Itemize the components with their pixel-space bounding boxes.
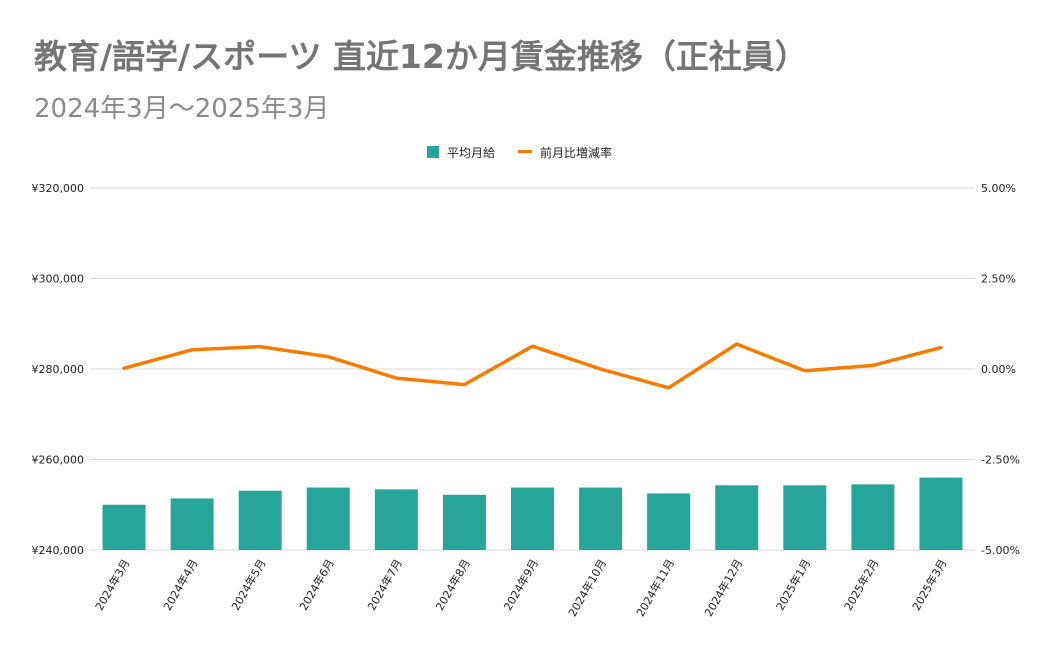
- bar: [647, 493, 691, 550]
- x-tick-label: 2025年3月: [909, 557, 950, 613]
- y-right-tick-label: -5.00%: [981, 544, 1020, 557]
- x-tick-label: 2024年8月: [432, 557, 473, 613]
- line-series: [122, 342, 943, 390]
- y-axis-right: -5.00% -2.50% 0.00% 2.50% 5.00%: [981, 182, 1020, 557]
- bar: [851, 484, 895, 550]
- bar: [579, 487, 623, 550]
- chart-title: 教育/語学/スポーツ 直近12か月賃金推移（正社員）: [34, 37, 808, 76]
- y-right-tick-label: 2.50%: [981, 273, 1016, 286]
- x-tick-label: 2024年5月: [228, 557, 269, 613]
- y-right-tick-label: 0.00%: [981, 363, 1016, 376]
- y-left-tick-label: ¥280,000: [32, 363, 85, 376]
- y-right-tick-label: 5.00%: [981, 182, 1016, 195]
- legend: 平均月給 前月比増減率: [427, 145, 612, 160]
- bar: [511, 487, 554, 550]
- legend-label-bar: 平均月給: [447, 146, 495, 160]
- x-tick-label: 2025年2月: [841, 557, 882, 613]
- bar: [170, 498, 214, 550]
- bar-series: [102, 477, 963, 550]
- legend-label-line: 前月比増減率: [540, 145, 612, 160]
- x-tick-label: 2024年4月: [160, 557, 201, 613]
- x-axis: 2024年3月 2024年4月 2024年5月 2024年6月 2024年7月 2024年…: [92, 557, 950, 619]
- bar: [374, 489, 418, 550]
- bar: [715, 485, 759, 550]
- y-left-tick-label: ¥320,000: [32, 182, 85, 195]
- y-right-tick-label: -2.50%: [981, 454, 1020, 467]
- x-tick-label: 2024年9月: [500, 557, 541, 613]
- y-left-tick-label: ¥300,000: [32, 273, 85, 286]
- x-tick-label: 2024年3月: [92, 557, 133, 613]
- bar: [306, 487, 350, 550]
- bar: [919, 477, 963, 550]
- y-left-tick-label: ¥240,000: [32, 544, 85, 557]
- bar: [102, 504, 146, 550]
- x-tick-label: 2024年10月: [565, 557, 609, 619]
- x-tick-label: 2024年12月: [701, 557, 745, 619]
- x-tick-label: 2025年1月: [773, 557, 814, 613]
- bar: [238, 490, 282, 550]
- chart-subtitle: 2024年3月～2025年3月: [34, 94, 330, 124]
- x-tick-label: 2024年11月: [633, 557, 677, 619]
- y-axis-left: ¥240,000 ¥260,000 ¥280,000 ¥300,000 ¥320,000: [32, 182, 85, 557]
- x-tick-label: 2024年6月: [296, 557, 337, 613]
- y-left-tick-label: ¥260,000: [32, 454, 85, 467]
- bar: [442, 494, 486, 550]
- legend-swatch-bar: [427, 146, 439, 158]
- legend-swatch-line: [518, 150, 532, 153]
- bar: [783, 485, 827, 550]
- x-tick-label: 2024年7月: [364, 557, 405, 613]
- line-path: [122, 342, 943, 390]
